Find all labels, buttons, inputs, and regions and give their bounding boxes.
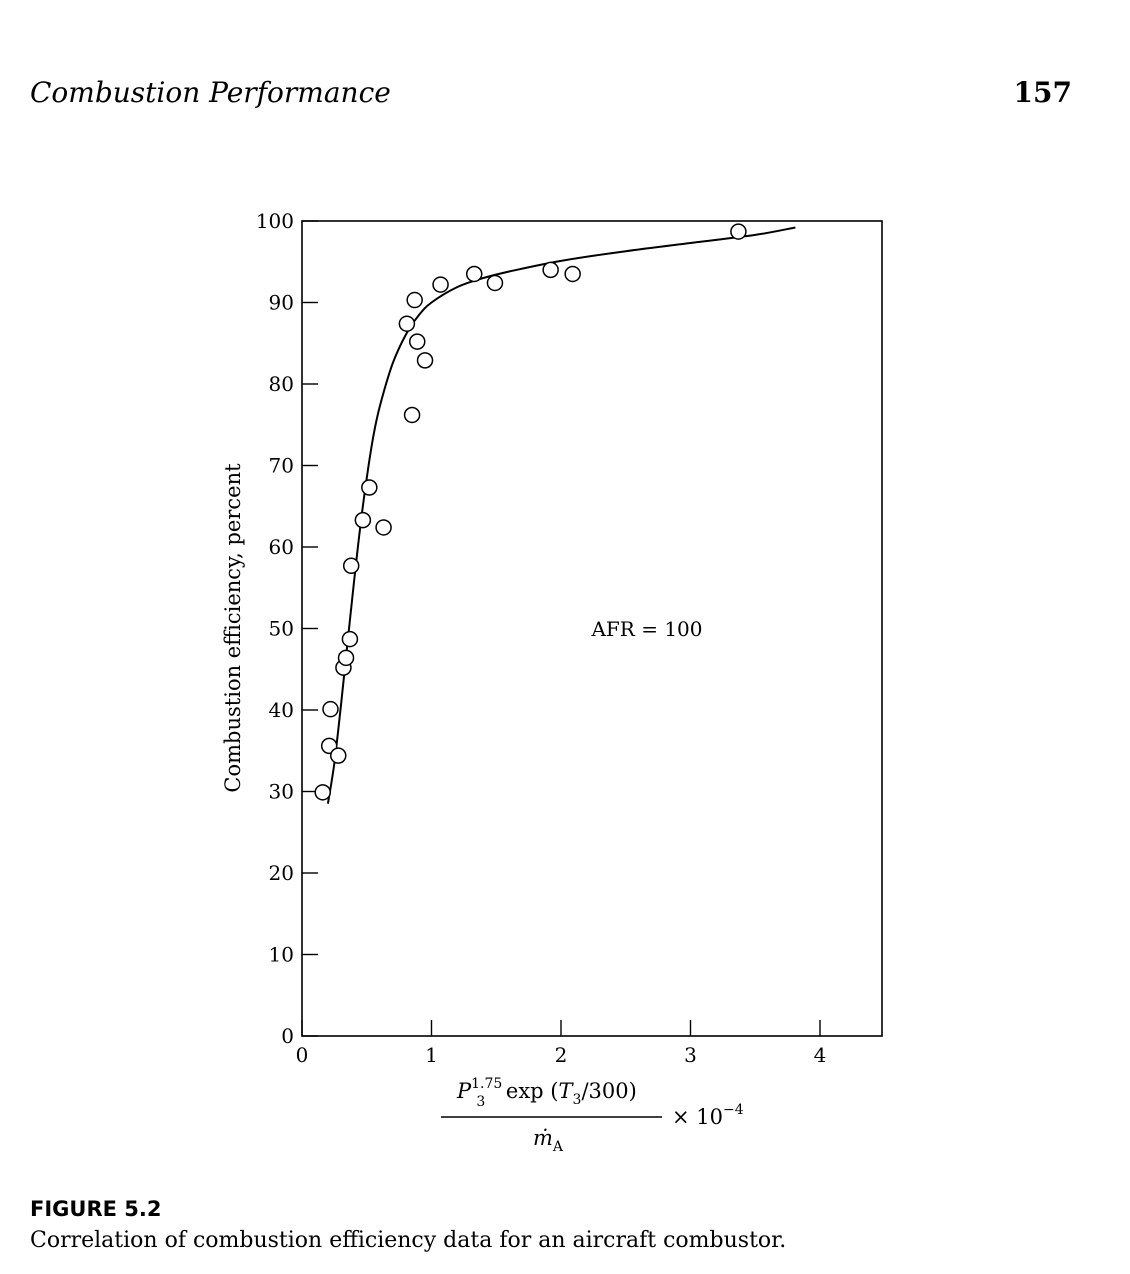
data-point [337,649,355,667]
y-axis-label: Combustion efficiency, percent [221,463,245,793]
data-point [342,557,360,574]
x-tick-label: 1 [425,1043,438,1067]
x-label-m-symbol: ṁ [533,1126,553,1150]
x-label-scale-text: × 10 [672,1105,723,1129]
data-point [564,265,581,283]
x-label-scale-exponent: −4 [723,1102,744,1118]
figure-label: FIGURE 5.2 [30,1197,162,1221]
x-tick-label: 2 [555,1043,568,1067]
x-label-m-subscript: A [552,1139,564,1155]
y-tick-label: 100 [256,209,294,233]
x-label-t-subscript: 3 [573,1092,582,1108]
data-point [398,315,416,332]
y-tick-label: 80 [269,372,294,396]
fit-curve-line [326,226,796,804]
x-label-denominator: ṁA [533,1126,564,1155]
data-point [361,479,378,496]
x-tick-label: 4 [814,1043,827,1067]
y-tick-label: 90 [269,291,294,315]
x-tick-label: 3 [684,1043,697,1067]
x-label-p-superscript: 1.75 [471,1076,502,1092]
data-point [542,261,559,279]
y-tick-label: 30 [269,780,294,804]
data-point [314,784,331,801]
data-point [354,511,372,529]
data-point [341,630,359,648]
data-point [322,700,339,718]
running-header-title: Combustion Performance [30,76,391,109]
data-point [465,265,483,283]
data-point [416,352,434,369]
y-tick-label: 40 [269,698,294,722]
data-point [432,276,449,293]
data-point [406,291,423,309]
x-label-tail: /300) [581,1079,636,1103]
afr-annotation: AFR = 100 [590,617,702,641]
y-tick-label: 60 [269,535,294,559]
data-point [486,274,504,292]
x-axis-label-numerator: P1.75 3 exp (T3/300) [456,1076,637,1110]
x-label-p-symbol: P [456,1079,472,1103]
data-point [330,747,347,764]
y-tick-label: 70 [269,454,294,478]
x-label-exp: exp ( [499,1079,558,1103]
page-number: 157 [1013,76,1072,109]
data-points [314,223,747,801]
x-axis: 0 1 2 3 4 [296,1020,827,1067]
data-point [375,519,392,536]
y-tick-label: 20 [269,861,294,885]
y-axis: 0 10 20 30 40 50 60 70 80 90 100 [256,209,318,1048]
data-point [409,333,426,350]
data-point [730,223,747,240]
x-tick-label: 0 [296,1043,309,1067]
x-label-p-subscript: 3 [476,1094,485,1110]
data-point [403,406,421,424]
y-tick-label: 0 [281,1024,294,1048]
y-tick-label: 50 [269,617,294,641]
figure-caption: Correlation of combustion efficiency dat… [30,1228,787,1253]
x-label-scale: × 10−4 [672,1102,744,1129]
y-tick-label: 10 [269,943,294,967]
x-label-t-symbol: T [559,1079,575,1103]
